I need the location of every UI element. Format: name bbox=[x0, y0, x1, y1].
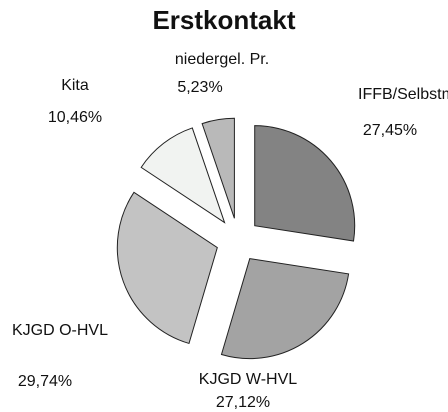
pie-slice bbox=[116, 191, 218, 345]
slice-value-label: 29,74% bbox=[18, 373, 72, 390]
slice-label: KJGD O-HVL bbox=[12, 322, 108, 339]
slice-label: Kita bbox=[61, 77, 89, 94]
slice-value-label: 10,46% bbox=[48, 109, 102, 126]
slice-label: niedergel. Pr. bbox=[175, 51, 269, 68]
slice-value-label: 27,12% bbox=[216, 394, 270, 411]
slice-label: KJGD W-HVL bbox=[199, 371, 297, 388]
slice-label: IFFB/Selbstmelder bbox=[358, 86, 448, 103]
chart-title: Erstkontakt bbox=[152, 5, 295, 35]
pie-slice bbox=[140, 127, 226, 224]
slice-value-label: 5,23% bbox=[177, 79, 222, 96]
slice-value-label: 27,45% bbox=[363, 122, 417, 139]
pie-slice bbox=[220, 258, 350, 360]
pie-slice bbox=[254, 125, 356, 242]
pie-slice bbox=[201, 117, 235, 219]
